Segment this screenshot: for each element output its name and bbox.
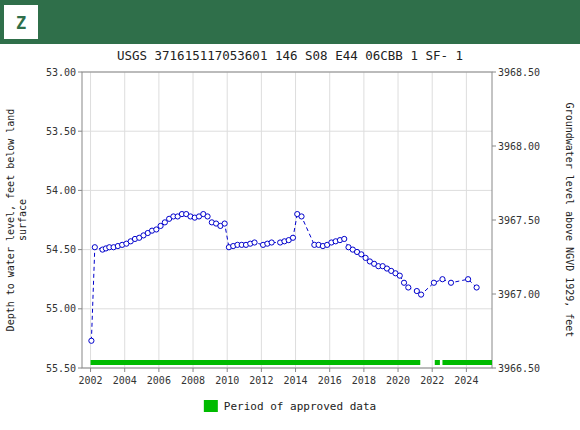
y-tick	[78, 131, 82, 132]
data-point	[431, 280, 436, 285]
data-point	[440, 277, 445, 282]
y2-tick-label: 3966.50	[498, 363, 540, 374]
grid-line-x	[158, 72, 159, 368]
grid-line-x	[124, 72, 125, 368]
x-tick	[158, 368, 159, 372]
y-tick-label: 54.50	[46, 244, 76, 255]
logo-text: Z	[16, 13, 26, 33]
x-tick-label: 2012	[249, 375, 273, 386]
y-tick-label: 53.50	[46, 126, 76, 137]
y-tick	[78, 72, 82, 73]
x-tick	[329, 368, 330, 372]
data-point	[299, 214, 304, 219]
grid-line-y	[82, 249, 492, 250]
y2-tick	[492, 220, 496, 221]
y-tick	[78, 190, 82, 191]
grid-line-x	[90, 72, 91, 368]
grid	[82, 72, 492, 368]
grid-line-y	[82, 190, 492, 191]
y-tick	[78, 249, 82, 250]
legend: Period of approved data	[204, 400, 376, 413]
data-point	[406, 285, 411, 290]
grid-line-x	[261, 72, 262, 368]
plot-frame	[82, 72, 492, 368]
y2-tick-label: 3968.50	[498, 67, 540, 78]
x-tick-label: 2024	[454, 375, 478, 386]
series-line	[91, 214, 476, 341]
y2-tick-label: 3967.50	[498, 215, 540, 226]
x-tick-label: 2006	[147, 375, 171, 386]
x-tick-label: 2014	[283, 375, 307, 386]
data-point	[252, 240, 257, 245]
data-point	[222, 221, 227, 226]
y-axis-label-line: Depth to water level, feet below land	[5, 109, 16, 332]
data-point	[89, 338, 94, 343]
grid-line-x	[398, 72, 399, 368]
x-tick-label: 2002	[78, 375, 102, 386]
axes: 2002 2004 2006 2008 2010 2012 2014 2016 2018 2020…	[46, 67, 540, 387]
chart: Z USGS 371615117053601 146 S08 E44 06CBB …	[0, 0, 580, 430]
approved-period	[442, 360, 492, 365]
y2-tick	[492, 146, 496, 147]
logo-box	[4, 5, 38, 39]
x-tick-label: 2008	[181, 375, 205, 386]
y-axis-label-line: surface	[17, 199, 28, 241]
x-tick	[432, 368, 433, 372]
plot-data	[89, 211, 492, 365]
y-axis-label: Depth to water level, feet below landsur…	[5, 109, 28, 332]
legend-label: Period of approved data	[224, 400, 376, 413]
grid-line-x	[466, 72, 467, 368]
grid-line-y	[82, 308, 492, 309]
x-tick	[261, 368, 262, 372]
x-tick	[227, 368, 228, 372]
y-tick-label: 53.00	[46, 67, 76, 78]
grid-line-x	[227, 72, 228, 368]
y2-tick	[492, 294, 496, 295]
y2-tick	[492, 368, 496, 369]
approved-period	[91, 360, 421, 365]
x-tick	[124, 368, 125, 372]
grid-line-x	[329, 72, 330, 368]
x-tick-label: 2004	[113, 375, 137, 386]
x-tick	[398, 368, 399, 372]
y2-axis-label: Groundwater level above NGVD 1929, feet	[564, 103, 575, 338]
header-bar	[0, 0, 580, 44]
data-point	[474, 285, 479, 290]
grid-line-x	[432, 72, 433, 368]
title: USGS 371615117053601 146 S08 E44 06CBB 1…	[117, 48, 463, 63]
x-tick-label: 2010	[215, 375, 239, 386]
approved-period	[435, 360, 440, 365]
data-point	[205, 214, 210, 219]
x-tick-label: 2016	[318, 375, 342, 386]
x-tick-label: 2022	[420, 375, 444, 386]
grid-line-x	[295, 72, 296, 368]
y-tick	[78, 368, 82, 369]
grid-line-x	[363, 72, 364, 368]
data-point	[92, 245, 97, 250]
data-point	[397, 273, 402, 278]
data-point	[419, 292, 424, 297]
x-tick	[193, 368, 194, 372]
data-point	[269, 240, 274, 245]
x-tick	[363, 368, 364, 372]
y-tick	[78, 308, 82, 309]
data-point	[401, 280, 406, 285]
legend-swatch	[204, 400, 218, 412]
data-point	[342, 236, 347, 241]
data-point	[465, 277, 470, 282]
grid-line-y	[82, 131, 492, 132]
y2-tick-label: 3968.00	[498, 141, 540, 152]
x-tick-label: 2020	[386, 375, 410, 386]
x-tick	[295, 368, 296, 372]
x-tick-label: 2018	[352, 375, 376, 386]
y-tick-label: 54.00	[46, 185, 76, 196]
data-point	[448, 280, 453, 285]
data-point	[290, 235, 295, 240]
y2-tick-label: 3967.00	[498, 289, 540, 300]
x-tick	[466, 368, 467, 372]
x-tick	[90, 368, 91, 372]
y2-tick	[492, 72, 496, 73]
y-tick-label: 55.50	[46, 363, 76, 374]
y-tick-label: 55.00	[46, 303, 76, 314]
